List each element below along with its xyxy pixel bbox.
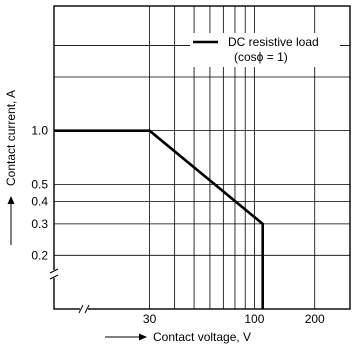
x-tick-labels: 30 100 200 bbox=[143, 312, 325, 326]
x-axis-label: Contact voltage, V bbox=[153, 330, 251, 344]
x-break-gap bbox=[80, 306, 88, 312]
y-tick-label: 0.4 bbox=[31, 195, 48, 209]
x-axis-arrow-head bbox=[139, 333, 147, 341]
legend-background bbox=[190, 33, 340, 67]
x-tick-label: 200 bbox=[305, 312, 325, 326]
y-break-mark bbox=[49, 274, 59, 280]
legend: DC resistive load (cosϕ = 1) bbox=[190, 33, 340, 67]
series-line bbox=[54, 129, 265, 309]
axis-breaks bbox=[49, 268, 90, 314]
legend-label: DC resistive load bbox=[228, 35, 319, 49]
y-break-mark bbox=[49, 268, 59, 274]
y-axis-label: Contact current, A bbox=[4, 90, 18, 186]
y-axis-arrow-head bbox=[7, 196, 15, 204]
y-tick-label: 0.2 bbox=[31, 248, 48, 262]
plot-frame bbox=[53, 5, 351, 310]
y-tick-label: 1.0 bbox=[31, 124, 48, 138]
y-axis-title: Contact current, A bbox=[4, 90, 18, 245]
x-tick-label: 30 bbox=[143, 312, 157, 326]
x-break-mark bbox=[84, 304, 90, 314]
y-tick-labels: 0.2 0.3 0.4 0.5 1.0 bbox=[31, 124, 48, 263]
x-tick-label: 100 bbox=[244, 312, 264, 326]
series-lines bbox=[54, 129, 265, 309]
legend-sublabel: (cosϕ = 1) bbox=[234, 50, 288, 64]
x-break-mark bbox=[78, 304, 84, 314]
y-tick-label: 0.3 bbox=[31, 217, 48, 231]
x-axis-title: Contact voltage, V bbox=[105, 330, 251, 344]
y-break-gap bbox=[51, 270, 57, 278]
y-tick-label: 0.5 bbox=[31, 177, 48, 191]
